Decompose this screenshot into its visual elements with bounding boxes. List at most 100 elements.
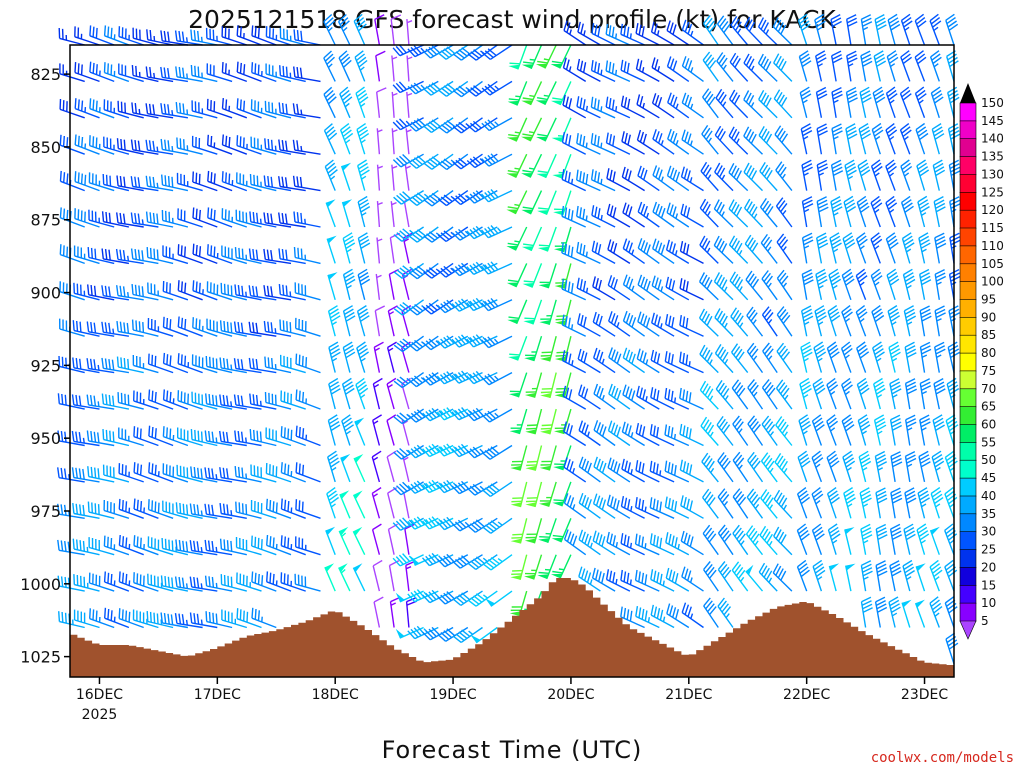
barb-full (452, 635, 462, 643)
barb-full (414, 339, 424, 348)
wind-barb (116, 285, 144, 301)
wind-barb (772, 17, 793, 46)
barb-full (60, 504, 64, 515)
barb-half (215, 546, 218, 553)
barb-staff (743, 62, 763, 82)
barb-full (249, 173, 252, 185)
barb-full (74, 134, 77, 145)
barb-full (597, 244, 602, 255)
barb-full (136, 536, 139, 547)
wind-barb (811, 414, 825, 446)
barb-half (817, 63, 823, 67)
barb-full (466, 449, 475, 459)
barb-full (249, 429, 252, 440)
barb-full (451, 303, 460, 312)
barb-full (801, 305, 812, 312)
barb-full (75, 358, 79, 369)
barb-full (763, 418, 772, 428)
wind-barb (550, 44, 572, 69)
barb-staff (222, 144, 248, 155)
wind-barb (679, 423, 704, 447)
barb-full (620, 59, 624, 71)
wind-barb (775, 416, 793, 446)
barb-full (328, 377, 339, 385)
barb-full (470, 51, 480, 59)
barb-staff (89, 144, 115, 155)
barb-full (213, 173, 216, 184)
barb-full (393, 308, 403, 316)
barb-full (61, 393, 64, 405)
barb-staff (652, 211, 675, 228)
barb-full (718, 276, 726, 287)
barb-staff (730, 316, 749, 337)
barb-full (649, 497, 653, 508)
barb-full (601, 462, 607, 474)
wind-barb (593, 420, 616, 447)
wind-barb (376, 164, 383, 191)
barb-staff (235, 367, 262, 374)
barb-full (410, 412, 420, 421)
barb-full (443, 592, 452, 602)
barb-flag (326, 199, 336, 208)
barb-half (802, 430, 808, 435)
barb-half (494, 375, 499, 381)
barb-full (732, 524, 740, 534)
wind-barb (407, 516, 439, 530)
barb-full (280, 535, 283, 546)
barb-full (635, 497, 638, 508)
barb-full (639, 131, 645, 143)
barb-full (122, 250, 126, 261)
wind-barb (576, 277, 601, 301)
barb-full (443, 265, 453, 274)
barb-full (608, 383, 613, 395)
barb-half (721, 211, 725, 217)
barb-staff (74, 36, 100, 46)
barb-staff (353, 20, 366, 46)
wind-barb (326, 487, 340, 519)
barb-full (263, 285, 267, 296)
barb-full (644, 610, 648, 622)
wind-barb (510, 445, 528, 471)
barb-staff (665, 506, 690, 519)
barb-full (817, 203, 829, 209)
barb-full (832, 93, 843, 100)
wind-barb (621, 458, 645, 483)
wind-barb (563, 457, 587, 483)
barb-full (446, 371, 455, 380)
barb-staff (295, 509, 321, 519)
barb-staff (578, 539, 601, 556)
wind-barb (341, 199, 353, 228)
barb-half (589, 542, 593, 549)
wind-barb (681, 602, 704, 629)
barb-full (443, 48, 453, 57)
barb-full (705, 458, 713, 468)
barb-full (578, 566, 583, 577)
wind-barb (757, 17, 778, 46)
barb-full (608, 311, 613, 322)
barb-staff (391, 128, 395, 155)
barb-full (443, 630, 453, 639)
barb-full (706, 530, 715, 540)
barb-full (631, 317, 637, 328)
barb-full (638, 607, 642, 619)
barb-staff (148, 327, 174, 337)
barb-full (652, 165, 658, 176)
barb-staff (699, 207, 719, 228)
barb-full (457, 335, 466, 345)
barb-staff (206, 440, 233, 447)
wind-barb (703, 597, 719, 628)
barb-staff (73, 404, 100, 410)
barb-full (782, 387, 790, 398)
barb-staff (326, 493, 336, 519)
barb-staff (147, 149, 174, 155)
wind-barb (521, 226, 543, 252)
wind-barb (576, 205, 601, 228)
barb-half (409, 266, 415, 271)
barb-full (123, 176, 126, 188)
barb-full (812, 414, 822, 422)
barb-full (296, 103, 299, 115)
barb-full (413, 517, 422, 527)
barb-full (608, 98, 612, 109)
barb-full (861, 133, 872, 140)
barb-staff (577, 68, 601, 83)
